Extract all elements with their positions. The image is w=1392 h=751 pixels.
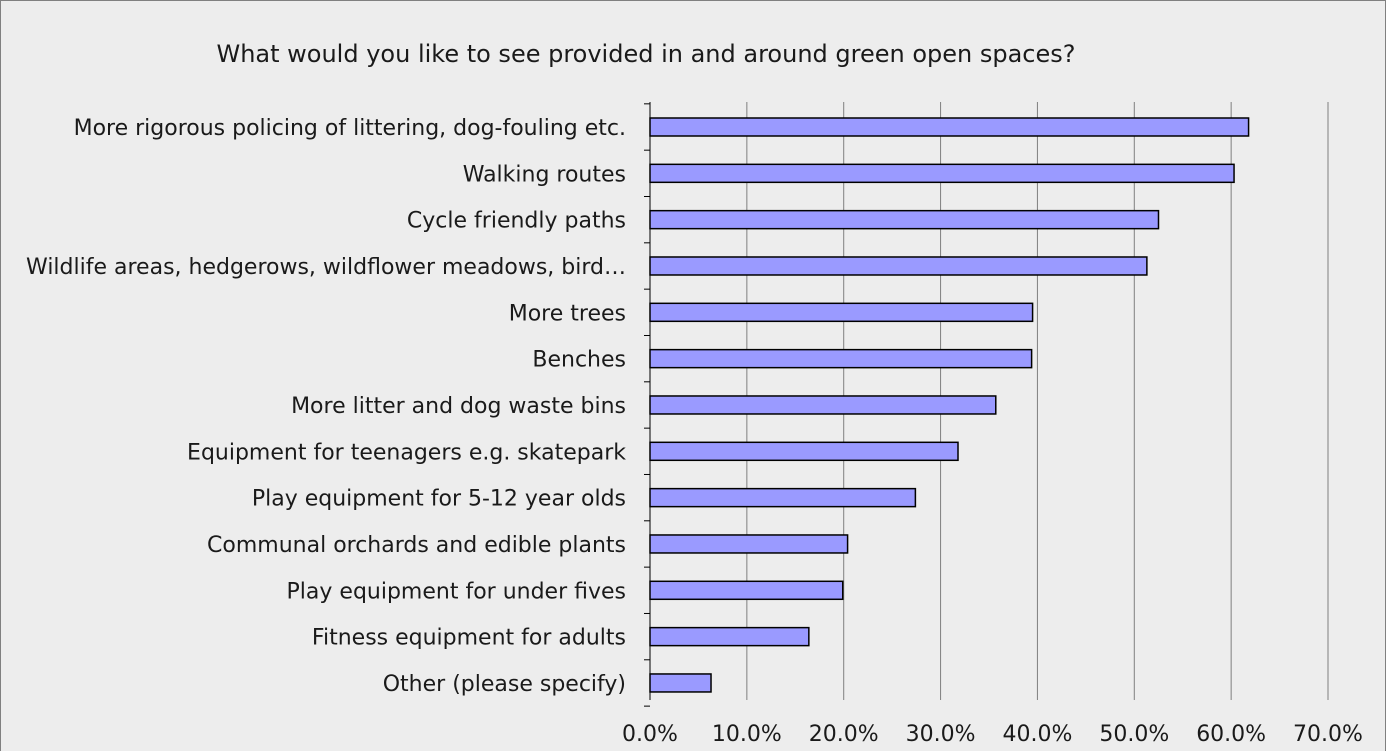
bar <box>649 209 1160 230</box>
bar <box>649 256 1148 276</box>
x-tick-label: 0.0% <box>622 722 678 747</box>
bar <box>649 348 1033 369</box>
x-tick-labels: 0.0% 10.0% 20.0% 30.0% 40.0% 50.0% 60.0% 70.0% <box>622 722 1363 747</box>
chart-title: What would you like to see provided in a… <box>216 40 1075 68</box>
bar <box>649 487 917 508</box>
bar <box>649 580 844 601</box>
bars <box>649 117 1250 693</box>
x-tick-label: 60.0% <box>1196 722 1266 747</box>
x-tick-label: 30.0% <box>906 722 976 747</box>
x-tick-label: 20.0% <box>809 722 879 747</box>
category-label: More rigorous policing of littering, dog… <box>74 116 626 141</box>
bar <box>649 163 1235 184</box>
category-label: Play equipment for 5-12 year olds <box>252 487 626 512</box>
category-label: More litter and dog waste bins <box>291 394 626 419</box>
bar <box>649 302 1034 323</box>
bar <box>649 395 997 415</box>
bar <box>649 673 712 693</box>
category-label: Walking routes <box>463 162 626 187</box>
bar <box>649 441 959 462</box>
category-label: Communal orchards and edible plants <box>207 533 626 558</box>
category-label: Play equipment for under fives <box>287 579 626 604</box>
category-label: Benches <box>532 348 626 373</box>
x-tick-label: 50.0% <box>1099 722 1169 747</box>
category-label: More trees <box>509 301 626 326</box>
bar <box>649 534 849 554</box>
category-label: Cycle friendly paths <box>407 209 626 234</box>
x-tick-label: 40.0% <box>1002 722 1072 747</box>
category-label: Wildlife areas, hedgerows, wildflower me… <box>26 255 626 280</box>
x-tick-label: 10.0% <box>712 722 782 747</box>
x-tick-label: 70.0% <box>1293 722 1363 747</box>
category-labels: More rigorous policing of littering, dog… <box>26 116 626 697</box>
category-label: Other (please specify) <box>383 672 626 697</box>
bar <box>649 117 1250 137</box>
category-label: Fitness equipment for adults <box>312 626 626 651</box>
bar <box>649 626 810 647</box>
category-label: Equipment for teenagers e.g. skatepark <box>187 440 626 465</box>
